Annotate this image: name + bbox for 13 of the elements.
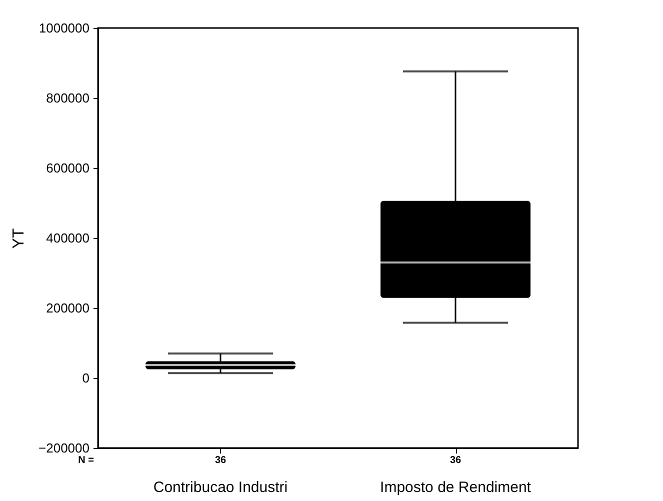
x-tick-label: Contribucao Industri (153, 479, 288, 496)
y-tick-label: 0 (82, 370, 90, 386)
y-tick-label: −200000 (38, 440, 90, 456)
y-axis-title: YT (10, 228, 28, 249)
y-tick-label: 400000 (46, 230, 90, 246)
y-tick-label: 1000000 (38, 20, 90, 36)
y-tick-label: 600000 (46, 160, 90, 176)
x-tick-label: Imposto de Rendiment (380, 479, 532, 496)
text: N = (78, 455, 94, 466)
y-tick-label: 200000 (46, 300, 90, 316)
y-tick-label: 800000 (46, 90, 90, 106)
text: 36 (214, 455, 226, 466)
text: 36 (450, 455, 462, 466)
